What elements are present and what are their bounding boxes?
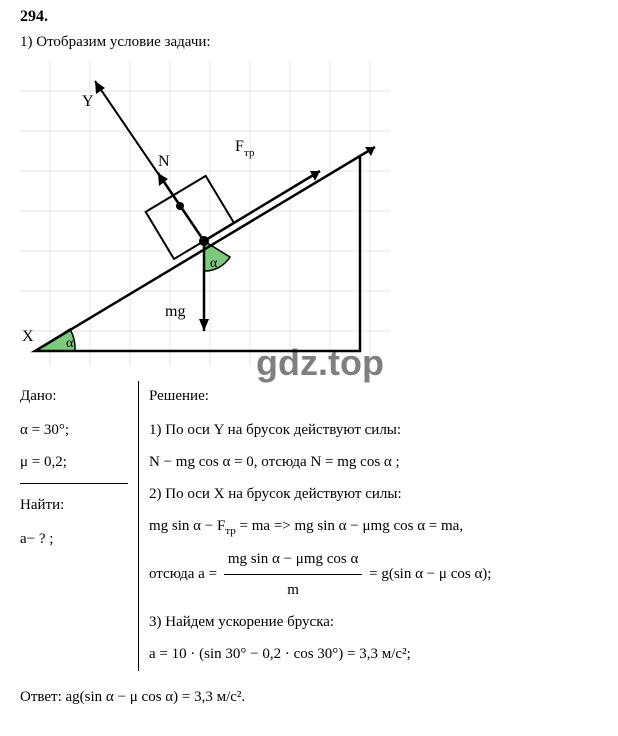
find-label: Найти: <box>20 490 128 520</box>
answer-label: Ответ: <box>20 689 66 705</box>
eq-part: = ma => mg sin α − μmg cos α = ma, <box>236 518 463 534</box>
given-label: Дано: <box>20 381 128 411</box>
find-line: a− ? ; <box>20 524 128 554</box>
svg-text:F: F <box>235 138 244 155</box>
solution-step: 1) По оси Y на брусок действуют силы: <box>149 415 598 445</box>
solution-layout: Дано: α = 30°; μ = 0,2; Найти: a− ? ; Ре… <box>20 381 598 671</box>
given-line: α = 30°; <box>20 415 128 445</box>
solution-label: Решение: <box>149 381 598 411</box>
solution-equation: mg sin α − Fтр = ma => mg sin α − μmg co… <box>149 511 598 542</box>
fraction-denominator: m <box>224 575 363 605</box>
intro-text: 1) Отобразим условие задачи: <box>20 34 598 51</box>
answer-line: Ответ: ag(sin α − μ cos α) = 3,3 м/с². <box>20 689 598 706</box>
solution-step: 2) По оси X на брусок действуют силы: <box>149 479 598 509</box>
fraction-numerator: mg sin α − μmg cos α <box>224 544 363 575</box>
divider <box>20 483 128 484</box>
solution-equation: a = 10 · (sin 30° − 0,2 · cos 30°) = 3,3… <box>149 639 598 669</box>
given-column: Дано: α = 30°; μ = 0,2; Найти: a− ? ; <box>20 381 138 671</box>
eq-part: отсюда a = <box>149 566 221 582</box>
physics-diagram: Y X N F тр mg α α <box>20 61 390 366</box>
eq-part: = g(sin α − μ cos α); <box>369 566 491 582</box>
svg-text:α: α <box>66 336 74 351</box>
svg-text:Y: Y <box>82 93 94 110</box>
eq-part: mg sin α − F <box>149 518 225 534</box>
svg-text:X: X <box>22 328 34 345</box>
svg-text:α: α <box>210 256 218 271</box>
eq-sub: тр <box>225 525 235 537</box>
svg-text:mg: mg <box>165 303 185 320</box>
given-line: μ = 0,2; <box>20 447 128 477</box>
solution-column: Решение: 1) По оси Y на брусок действуют… <box>138 381 598 671</box>
solution-step: 3) Найдем ускорение бруска: <box>149 607 598 637</box>
page: 294. 1) Отобразим условие задачи: <box>20 8 598 706</box>
solution-equation: N − mg cos α = 0, отсюда N = mg cos α ; <box>149 447 598 477</box>
svg-text:тр: тр <box>244 147 255 159</box>
problem-number: 294. <box>20 8 598 26</box>
svg-text:N: N <box>158 153 170 170</box>
fraction: mg sin α − μmg cos α m <box>224 544 363 605</box>
answer-text: ag(sin α − μ cos α) = 3,3 м/с². <box>66 689 246 705</box>
solution-equation: отсюда a = mg sin α − μmg cos α m = g(si… <box>149 544 598 605</box>
